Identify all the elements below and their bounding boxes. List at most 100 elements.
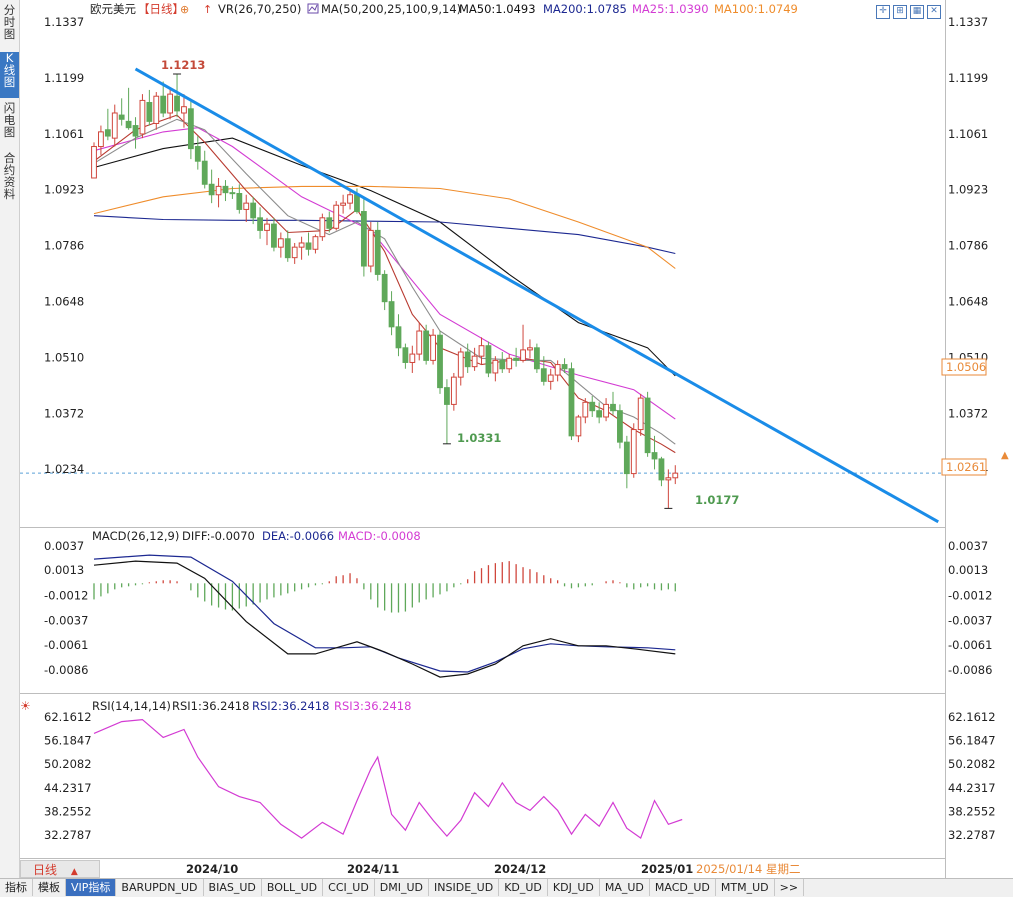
macd-tick-left: 0.0037 — [44, 539, 84, 553]
candle-down — [388, 301, 395, 328]
rsi-tick-right: 44.2317 — [948, 781, 996, 795]
settings-gear-icon[interactable]: ⊕ — [180, 3, 189, 16]
current-price-text: 1.0261 — [946, 460, 986, 474]
candle-down — [208, 183, 215, 196]
candle-down — [610, 403, 616, 412]
indicator-tab[interactable]: BOLL_UD — [262, 879, 324, 896]
rsi2-value: RSI2:36.2418 — [252, 699, 329, 713]
candle-down — [568, 368, 575, 437]
candle-down — [222, 185, 229, 194]
candle-up — [347, 194, 353, 204]
zoom-fit-icon[interactable]: ⊞ — [893, 5, 907, 19]
candle-up — [416, 330, 423, 355]
candle-up — [264, 223, 270, 231]
tab-label: 闪电图 — [3, 101, 16, 139]
macd-tick-right: -0.0012 — [948, 588, 992, 602]
candle-up — [575, 416, 582, 437]
current-price-badge — [941, 458, 987, 476]
price-tick-left: 1.1199 — [44, 71, 84, 85]
trendline — [134, 67, 939, 524]
macd-tick-left: -0.0086 — [44, 663, 88, 677]
tab-tick-chart[interactable]: 分时图 — [0, 4, 19, 48]
layout-icon[interactable]: ▦ — [910, 5, 924, 19]
macd-tick-right: 0.0037 — [948, 539, 988, 553]
candle-down — [360, 211, 367, 267]
macd-tick-right: -0.0061 — [948, 638, 992, 652]
indicator-tab[interactable]: MACD_UD — [650, 879, 716, 896]
chart-canvas[interactable]: 0.0037 0.0037 0.0013 0.0013 -0.0012 -0.0012 -0… — [20, 0, 1013, 878]
indicator-tab[interactable]: VIP指标 — [66, 879, 117, 896]
candle-down — [658, 458, 665, 481]
indicator-tab[interactable]: BIAS_UD — [204, 879, 262, 896]
ma-indicator-icon-line — [308, 4, 318, 12]
macd-tick-left: -0.0061 — [44, 638, 88, 652]
candle-up — [340, 202, 347, 206]
rsi1-value: RSI1:36.2418 — [172, 699, 249, 713]
rsi-tick-right: 56.1847 — [948, 734, 996, 748]
ma50-value: MA50:1.0493 — [459, 2, 536, 16]
candle-down — [305, 242, 312, 250]
candle-up — [450, 376, 457, 405]
date-tick: 2024/12 — [494, 862, 546, 876]
close-icon[interactable]: ✕ — [927, 5, 941, 19]
price-tick-right: 1.1061 — [948, 127, 988, 141]
rsi-sun-icon[interactable]: ☀ — [20, 699, 31, 713]
price-tick-right: 1.0648 — [948, 295, 988, 309]
price-tick-left: 1.0648 — [44, 295, 84, 309]
candle-down — [146, 102, 153, 122]
indicator-tab[interactable]: BARUPDN_UD — [116, 879, 204, 896]
indicator-tab[interactable]: KD_UD — [499, 879, 548, 896]
candle-down — [229, 192, 236, 195]
candle-up — [291, 246, 298, 259]
candle-down — [104, 129, 111, 137]
macd-dea-value: DEA:-0.0066 — [262, 529, 334, 543]
rsi-tick-left: 56.1847 — [44, 734, 92, 748]
timeframe-selector[interactable]: 日线 ▲ — [20, 860, 100, 878]
candle-down — [271, 223, 277, 248]
crosshair-icon[interactable]: ✛ — [876, 5, 890, 19]
macd-tick-right: 0.0013 — [948, 563, 988, 577]
annotations: 1.1213 1.0331 1.0177 — [161, 58, 739, 507]
price-tick-right: 1.1199 — [948, 71, 988, 85]
candle-down — [437, 334, 443, 389]
indicator-tab[interactable]: 模板 — [33, 879, 66, 896]
high-annotation: 1.1213 — [161, 58, 205, 72]
ma100-value: MA100:1.0749 — [714, 2, 798, 16]
indicator-tab[interactable]: MTM_UD — [716, 879, 775, 896]
rsi-header: ☀ RSI(14,14,14) RSI1:36.2418 RSI2:36.241… — [20, 699, 411, 713]
candle-down — [617, 410, 623, 443]
candle-down — [561, 364, 568, 370]
indicator-tab[interactable]: INSIDE_UD — [429, 879, 500, 896]
price-tick-right: 1.0923 — [948, 183, 988, 197]
rsi-tick-left: 62.1612 — [44, 710, 92, 724]
candle-down — [132, 125, 139, 137]
indicator-tab[interactable]: CCI_UD — [323, 879, 375, 896]
candle-up — [554, 364, 561, 376]
candle-up — [167, 93, 174, 114]
indicator-tab[interactable]: KDJ_UD — [548, 879, 600, 896]
candle-up — [312, 236, 319, 250]
candle-up — [471, 355, 478, 368]
rsi-tick-right: 50.2082 — [948, 757, 996, 771]
indicator-tab[interactable]: DMI_UD — [375, 879, 430, 896]
candle-down — [395, 326, 402, 349]
ref-price-badge — [941, 358, 987, 376]
ma200-value: MA200:1.0785 — [543, 2, 627, 16]
macd-diff-value: DIFF:-0.0070 — [182, 529, 255, 543]
indicator-tab[interactable]: MA_UD — [600, 879, 650, 896]
timeframe-label: 日线 — [33, 863, 58, 877]
indicator-tab[interactable]: >> — [775, 879, 805, 896]
tab-flash-chart[interactable]: 闪电图 — [0, 102, 19, 146]
candle-down — [354, 194, 360, 213]
indicator-tab[interactable]: 指标 — [0, 879, 33, 896]
date-tick: 2025/01 — [641, 862, 693, 876]
candle-down — [623, 441, 630, 475]
rsi-tick-left: 38.2552 — [44, 804, 92, 818]
vr-indicator-label: VR(26,70,250) — [218, 2, 301, 16]
tab-contract-info[interactable]: 合约资料 — [0, 152, 19, 212]
ma-indicator-icon — [307, 3, 319, 14]
candle-up — [665, 477, 672, 481]
candle-up — [430, 334, 436, 361]
